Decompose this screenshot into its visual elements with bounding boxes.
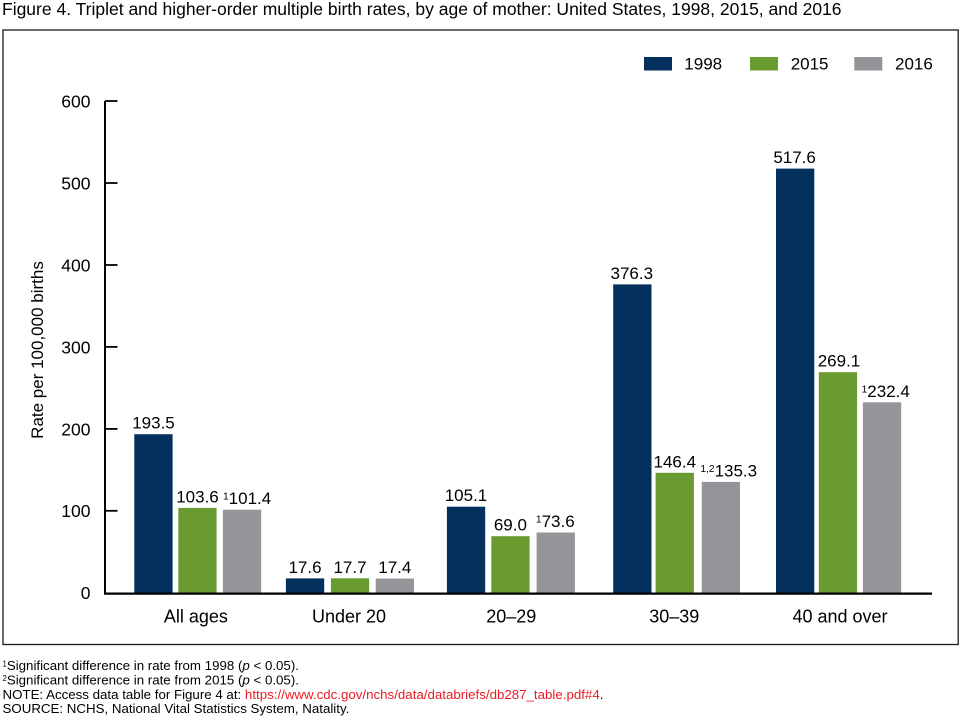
svg-text:173.6: 173.6 xyxy=(536,512,575,531)
svg-text:17.6: 17.6 xyxy=(288,558,321,577)
svg-text:17.4: 17.4 xyxy=(378,558,411,577)
svg-text:69.0: 69.0 xyxy=(494,516,527,535)
svg-text:105.1: 105.1 xyxy=(445,486,488,505)
svg-text:30–39: 30–39 xyxy=(649,606,699,626)
svg-text:146.4: 146.4 xyxy=(654,452,697,471)
svg-text:2015: 2015 xyxy=(791,55,829,74)
svg-text:0: 0 xyxy=(81,583,91,603)
svg-text:103.6: 103.6 xyxy=(176,487,219,506)
svg-text:1232.4: 1232.4 xyxy=(862,382,910,401)
svg-text:200: 200 xyxy=(61,419,90,439)
svg-text:All ages: All ages xyxy=(164,606,228,626)
svg-text:2016: 2016 xyxy=(895,55,933,74)
svg-text:100: 100 xyxy=(61,501,90,521)
svg-text:Rate per 100,000 births: Rate per 100,000 births xyxy=(28,261,47,439)
svg-text:376.3: 376.3 xyxy=(611,264,654,283)
svg-text:600: 600 xyxy=(61,91,90,111)
svg-text:17.7: 17.7 xyxy=(333,558,366,577)
svg-text:500: 500 xyxy=(61,173,90,193)
svg-text:2Significant difference in rat: 2Significant difference in rate from 201… xyxy=(3,672,299,687)
svg-text:SOURCE: NCHS, National Vital S: SOURCE: NCHS, National Vital Statistics … xyxy=(3,701,350,716)
svg-text:NOTE: Access data table for Fi: NOTE: Access data table for Figure 4 at:… xyxy=(3,687,604,702)
svg-text:20–29: 20–29 xyxy=(486,606,536,626)
svg-text:193.5: 193.5 xyxy=(132,414,175,433)
svg-text:1998: 1998 xyxy=(684,55,722,74)
svg-text:1Significant difference in rat: 1Significant difference in rate from 199… xyxy=(3,658,299,673)
svg-text:269.1: 269.1 xyxy=(818,352,861,371)
svg-text:517.6: 517.6 xyxy=(773,148,816,167)
svg-text:1,2135.3: 1,2135.3 xyxy=(700,461,757,480)
svg-text:Figure 4. Triplet and higher-o: Figure 4. Triplet and higher-order multi… xyxy=(2,0,842,19)
svg-text:Under 20: Under 20 xyxy=(312,606,386,626)
svg-text:40 and over: 40 and over xyxy=(792,606,887,626)
svg-text:1101.4: 1101.4 xyxy=(223,489,271,508)
svg-text:300: 300 xyxy=(61,337,90,357)
svg-text:400: 400 xyxy=(61,255,90,275)
